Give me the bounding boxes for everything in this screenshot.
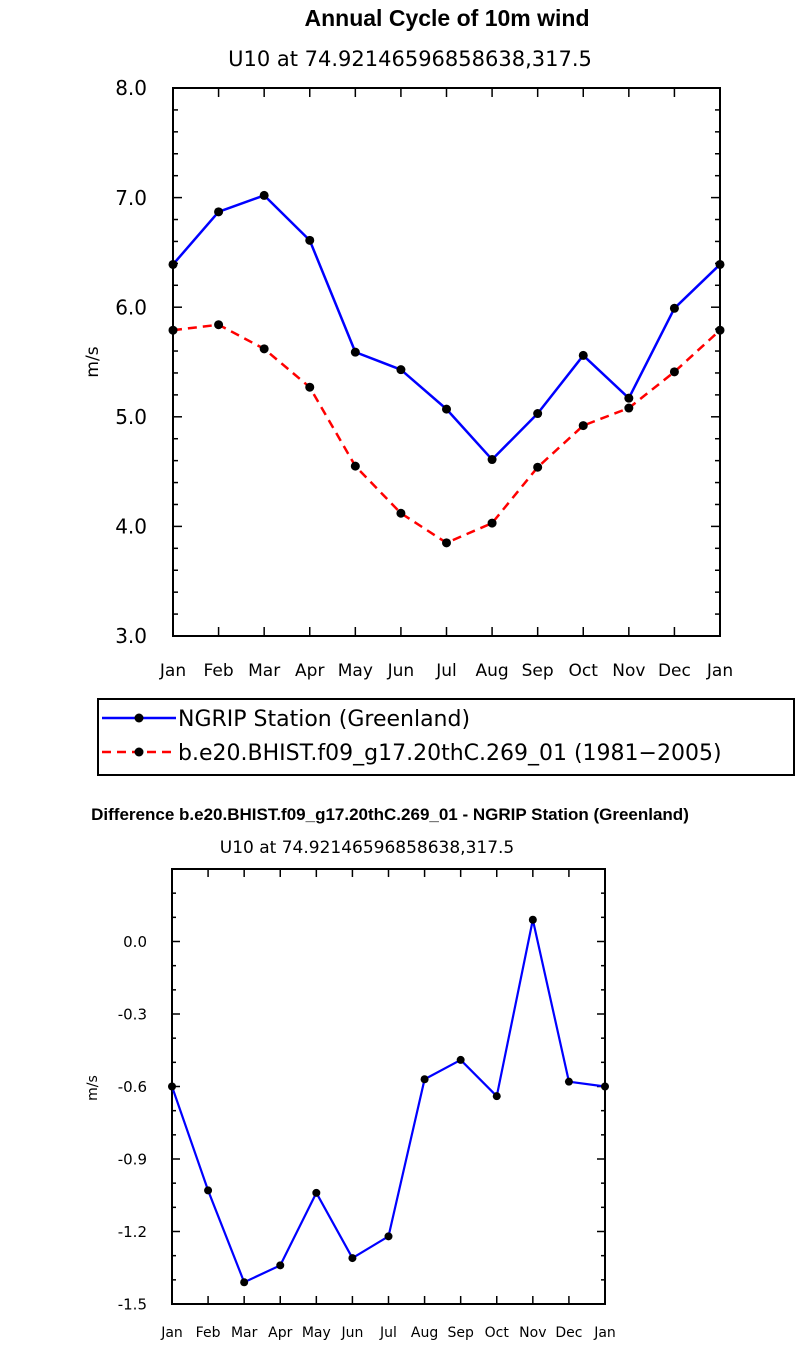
series-0-point [564, 1077, 573, 1086]
series-line-1 [172, 323, 721, 545]
series-0-point [396, 365, 406, 375]
series-1-point [624, 403, 634, 413]
chart1-legend: NGRIP Station (Greenland) b.e20.BHIST.f0… [97, 698, 795, 776]
x-tick-label: May [338, 661, 373, 681]
x-tick-label: Aug [411, 1325, 438, 1341]
x-tick-label: Aug [475, 661, 508, 681]
x-tick-label: Jul [435, 661, 457, 681]
chart1-plot: 3.0 4.0 5.0 6.0 7.0 8.0 Jan Feb Mar Apr May Jun Jul A… [115, 76, 733, 681]
legend-label-ngrip: NGRIP Station (Greenland) [178, 707, 470, 732]
x-tick-label: Dec [658, 661, 691, 681]
x-tick-label: Sep [447, 1325, 474, 1341]
x-tick-label: Feb [204, 661, 234, 681]
series-1-point [533, 462, 543, 472]
series-1-point [715, 325, 725, 335]
x-tick-label: Jun [387, 661, 415, 681]
series-0-point [624, 393, 634, 403]
y-tick-label: -1.2 [118, 1223, 147, 1241]
series-1-point [669, 367, 679, 377]
series-0-point [348, 1254, 357, 1263]
series-1-point [578, 421, 588, 431]
series-0-point [492, 1092, 501, 1101]
series-0-point [578, 350, 588, 360]
series-1-point [168, 325, 178, 335]
series-0-point [715, 259, 725, 269]
x-tick-label: Jul [379, 1325, 397, 1341]
x-tick-label: Jan [706, 661, 733, 681]
chart2-plot: -1.5 -1.2 -0.9 -0.6 -0.3 0.0 Jan Feb Mar Apr May Ju… [118, 868, 616, 1341]
y-tick-label: 7.0 [115, 186, 147, 210]
y-tick-label: 8.0 [115, 76, 147, 100]
x-tick-label: Sep [522, 661, 554, 681]
x-tick-label: Nov [612, 661, 645, 681]
x-tick-label: Nov [519, 1325, 546, 1341]
x-tick-label: Jan [160, 1325, 183, 1341]
chart1-subtitle: U10 at 74.92146596858638,317.5 [228, 47, 592, 71]
y-tick-label: 5.0 [115, 405, 147, 429]
series-1-point [259, 344, 269, 354]
chart2-subtitle: U10 at 74.92146596858638,317.5 [220, 838, 515, 858]
series-0-point [214, 207, 224, 217]
series-0-point [204, 1186, 213, 1195]
series-line-0 [170, 918, 606, 1284]
series-1-point [350, 461, 360, 471]
x-tick-label: Mar [231, 1325, 258, 1341]
series-0-point [259, 190, 269, 200]
series-0-point [442, 404, 451, 414]
x-tick-label: Dec [555, 1325, 582, 1341]
series-0-point [456, 1055, 465, 1064]
series-0-point [276, 1261, 285, 1270]
series-0-point [168, 1082, 176, 1091]
series-0-point [528, 915, 537, 924]
y-tick-label: 6.0 [115, 295, 147, 319]
series-1-point [305, 382, 315, 392]
series-1-point [487, 518, 497, 528]
x-tick-label: May [302, 1325, 331, 1341]
y-tick-label: 3.0 [115, 624, 147, 648]
series-0-point [305, 235, 315, 245]
y-tick-label: -0.6 [118, 1078, 147, 1096]
x-tick-label: Jan [593, 1325, 616, 1341]
series-0-point [350, 347, 360, 357]
chart2-title: Difference b.e20.BHIST.f09_g17.20thC.269… [91, 805, 689, 824]
x-tick-label: Oct [485, 1325, 510, 1341]
series-line-0 [172, 194, 721, 461]
series-1-point [214, 320, 224, 330]
series-0-point [312, 1188, 321, 1197]
series-0-point [533, 409, 543, 419]
chart1-ylabel: m/s [83, 346, 103, 377]
x-tick-label: Apr [295, 661, 324, 681]
series-0-point [168, 259, 178, 269]
y-tick-label: 0.0 [123, 933, 147, 951]
series-0-point [601, 1082, 609, 1091]
legend-box [97, 698, 795, 776]
series-1-point [396, 508, 406, 518]
series-1-point [442, 538, 451, 548]
x-tick-label: Jan [159, 661, 186, 681]
y-tick-label: -0.3 [118, 1005, 147, 1023]
series-0-point [669, 303, 679, 313]
legend-marker-ngrip [134, 713, 144, 723]
legend-label-model: b.e20.BHIST.f09_g17.20thC.269_01 (1981−2… [178, 741, 722, 766]
x-tick-label: Jun [340, 1325, 363, 1341]
x-tick-label: Mar [248, 661, 280, 681]
x-tick-label: Oct [569, 661, 599, 681]
chart2-ylabel: m/s [85, 1075, 101, 1101]
chart1-title: Annual Cycle of 10m wind [305, 5, 590, 31]
legend-marker-model [134, 747, 144, 757]
series-0-point [240, 1278, 249, 1287]
series-0-point [384, 1232, 393, 1241]
x-tick-label: Feb [196, 1325, 221, 1341]
y-tick-label: 4.0 [115, 515, 147, 539]
series-0-point [420, 1075, 429, 1084]
series-0-point [487, 455, 497, 465]
plot-frame [172, 87, 721, 637]
y-tick-label: -1.5 [118, 1295, 147, 1313]
y-tick-label: -0.9 [118, 1150, 147, 1168]
x-tick-label: Apr [268, 1325, 292, 1341]
